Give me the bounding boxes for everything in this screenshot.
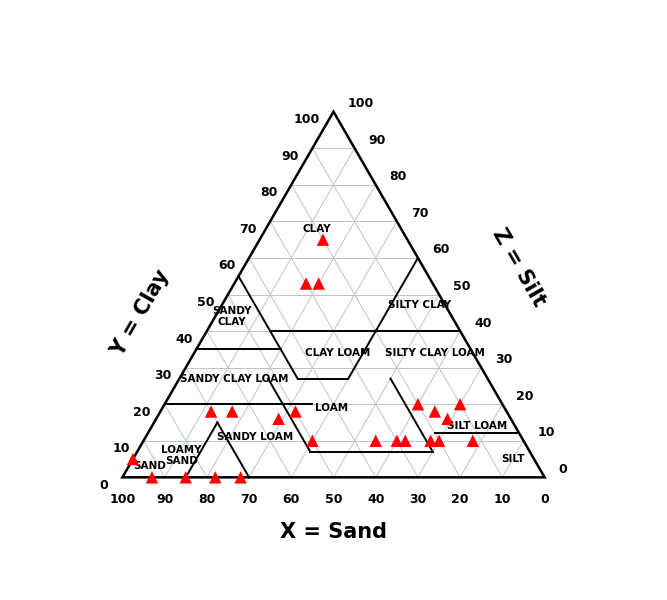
Text: 90: 90 <box>368 134 386 147</box>
Point <box>455 400 466 409</box>
Text: 50: 50 <box>453 280 470 293</box>
Text: 70: 70 <box>240 493 258 506</box>
Point <box>205 407 216 416</box>
Text: 80: 80 <box>390 170 407 183</box>
Text: 40: 40 <box>367 493 384 506</box>
Point <box>210 473 221 482</box>
Text: 100: 100 <box>109 493 135 506</box>
Text: 10: 10 <box>494 493 511 506</box>
Text: 50: 50 <box>325 493 342 506</box>
Point <box>468 436 478 446</box>
Point <box>180 473 191 482</box>
Text: X = Sand: X = Sand <box>280 522 387 542</box>
Text: CLAY: CLAY <box>302 224 331 233</box>
Text: 60: 60 <box>218 259 235 272</box>
Point <box>400 436 411 446</box>
Text: 60: 60 <box>283 493 300 506</box>
Point <box>392 436 402 446</box>
Text: 20: 20 <box>133 406 151 419</box>
Text: SILT LOAM: SILT LOAM <box>447 421 507 431</box>
Text: 0: 0 <box>100 479 109 492</box>
Text: SILTY CLAY LOAM: SILTY CLAY LOAM <box>385 348 485 358</box>
Point <box>426 436 436 446</box>
Text: 90: 90 <box>281 150 299 163</box>
Text: 30: 30 <box>495 353 512 366</box>
Text: 10: 10 <box>538 426 555 439</box>
Text: 80: 80 <box>198 493 215 506</box>
Text: 100: 100 <box>348 97 374 110</box>
Text: 70: 70 <box>239 223 256 236</box>
Point <box>227 407 237 416</box>
Point <box>147 473 157 482</box>
Text: 0: 0 <box>540 493 549 506</box>
Point <box>442 414 453 424</box>
Text: 20: 20 <box>516 389 534 403</box>
Text: 10: 10 <box>112 442 129 455</box>
Text: 50: 50 <box>197 296 214 309</box>
Text: 80: 80 <box>260 187 277 199</box>
Text: 40: 40 <box>474 317 492 329</box>
Point <box>307 436 317 446</box>
Point <box>301 279 311 289</box>
Text: 70: 70 <box>411 207 428 220</box>
Point <box>235 473 246 482</box>
Text: SANDY
CLAY: SANDY CLAY <box>212 305 252 327</box>
Point <box>290 407 301 416</box>
Text: LOAMY
SAND: LOAMY SAND <box>161 445 201 466</box>
Text: 100: 100 <box>293 113 319 126</box>
Text: Y = Clay: Y = Clay <box>107 266 173 361</box>
Text: SANDY CLAY LOAM: SANDY CLAY LOAM <box>180 374 289 383</box>
Text: 20: 20 <box>452 493 469 506</box>
Text: SILT: SILT <box>501 454 525 464</box>
Text: SILTY CLAY: SILTY CLAY <box>388 301 452 310</box>
Point <box>413 400 424 409</box>
Text: 30: 30 <box>410 493 427 506</box>
Point <box>370 436 381 446</box>
Point <box>127 454 138 464</box>
Text: 30: 30 <box>155 369 172 382</box>
Text: Z = Silt: Z = Silt <box>489 224 550 310</box>
Text: 60: 60 <box>432 244 449 256</box>
Point <box>434 436 444 446</box>
Text: 0: 0 <box>558 463 567 476</box>
Text: 90: 90 <box>156 493 173 506</box>
Point <box>430 407 440 416</box>
Point <box>273 414 284 424</box>
Text: LOAM: LOAM <box>315 403 348 413</box>
Text: SAND: SAND <box>133 461 166 472</box>
Text: 40: 40 <box>175 332 193 346</box>
Text: CLAY LOAM: CLAY LOAM <box>305 348 370 358</box>
Point <box>317 235 328 244</box>
Text: SANDY LOAM: SANDY LOAM <box>217 432 293 442</box>
Point <box>313 279 324 289</box>
